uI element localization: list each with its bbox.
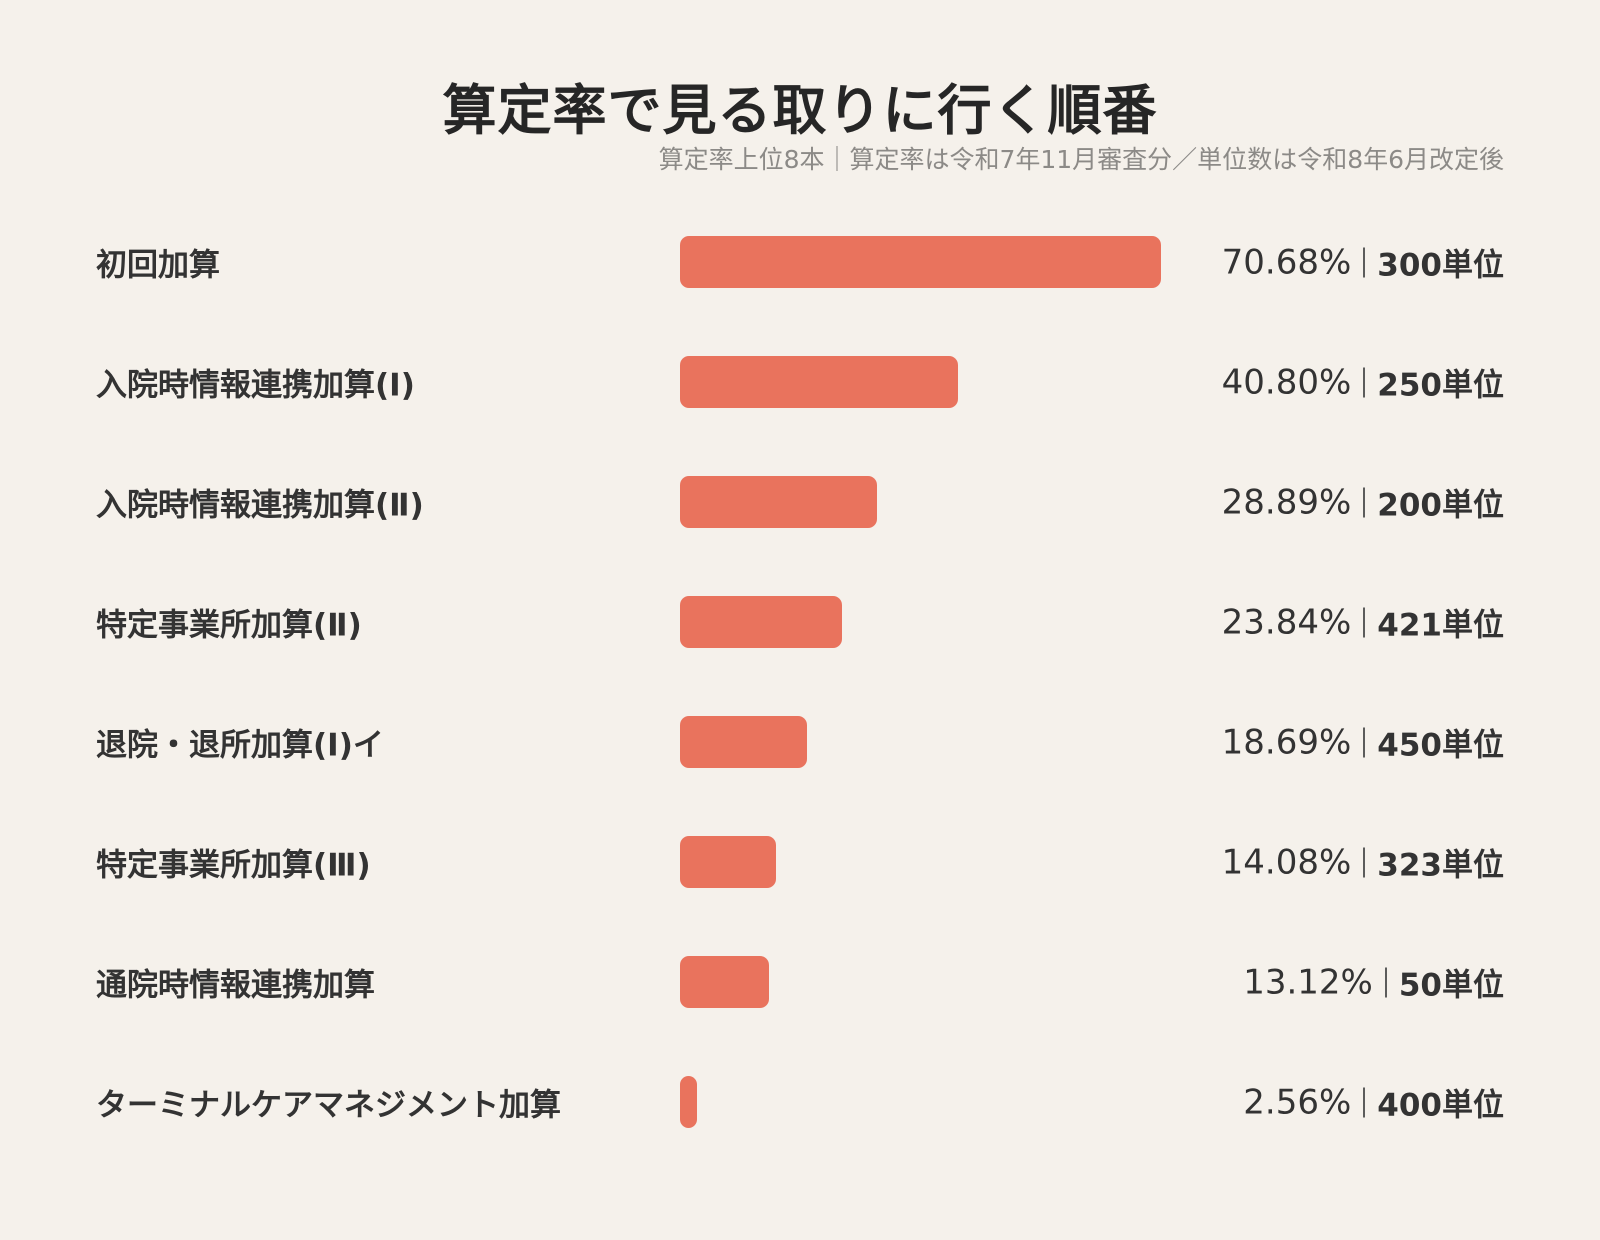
bar-mark	[680, 236, 1161, 288]
value-separator	[1363, 727, 1366, 757]
bar-mark	[680, 596, 843, 648]
rate-label: 28.89%	[1221, 482, 1352, 522]
value-group: 14.08% 323単位	[1222, 840, 1504, 885]
value-group: 70.68% 300単位	[1222, 240, 1504, 285]
value-separator	[1363, 367, 1366, 397]
bar-mark	[680, 716, 808, 768]
value-group: 40.80% 250単位	[1222, 360, 1504, 405]
value-group: 28.89% 200単位	[1222, 480, 1504, 525]
value-group: 18.69% 450単位	[1222, 720, 1504, 765]
unit-label: 400単位	[1377, 1087, 1504, 1124]
rate-label: 14.08%	[1221, 842, 1352, 882]
value-separator	[1363, 847, 1366, 877]
bar-mark	[680, 356, 958, 408]
category-label: 初回加算	[96, 247, 220, 284]
category-label: 入院時情報連携加算(Ⅰ)	[96, 367, 415, 404]
unit-label: 50単位	[1398, 967, 1504, 1004]
unit-label: 421単位	[1377, 607, 1504, 644]
value-separator	[1363, 247, 1366, 277]
category-label: ターミナルケアマネジメント加算	[96, 1087, 561, 1124]
unit-label: 200単位	[1377, 487, 1504, 524]
unit-label: 323単位	[1377, 847, 1504, 884]
rate-label: 40.80%	[1221, 362, 1352, 402]
category-label: 通院時情報連携加算	[96, 967, 375, 1004]
value-group: 23.84% 421単位	[1222, 600, 1504, 645]
value-separator	[1363, 487, 1366, 517]
bar-mark	[680, 1076, 698, 1128]
chart-subtitle: 算定率上位8本｜算定率は令和7年11月審査分／単位数は令和8年6月改定後	[658, 145, 1504, 174]
rate-label: 2.56%	[1243, 1082, 1352, 1122]
chart-title: 算定率で見る取りに行く順番	[442, 79, 1158, 142]
value-group: 13.12% 50単位	[1243, 960, 1504, 1005]
rate-label: 23.84%	[1221, 602, 1352, 642]
value-separator	[1363, 607, 1366, 637]
bar-mark	[680, 956, 770, 1008]
unit-label: 300単位	[1377, 247, 1504, 284]
category-label: 退院・退所加算(Ⅰ)イ	[96, 727, 384, 764]
rate-label: 18.69%	[1221, 722, 1352, 762]
value-separator	[1384, 967, 1387, 997]
category-label: 特定事業所加算(Ⅲ)	[96, 847, 371, 884]
rate-label: 70.68%	[1221, 242, 1352, 282]
rate-label: 13.12%	[1243, 962, 1373, 1002]
bar-mark	[680, 836, 776, 888]
unit-label: 250単位	[1377, 367, 1504, 404]
category-label: 入院時情報連携加算(Ⅱ)	[96, 487, 424, 524]
category-label: 特定事業所加算(Ⅱ)	[96, 607, 362, 644]
bar-mark	[680, 476, 877, 528]
value-group: 2.56% 400単位	[1243, 1080, 1504, 1125]
unit-label: 450単位	[1377, 727, 1504, 764]
value-separator	[1363, 1087, 1366, 1117]
